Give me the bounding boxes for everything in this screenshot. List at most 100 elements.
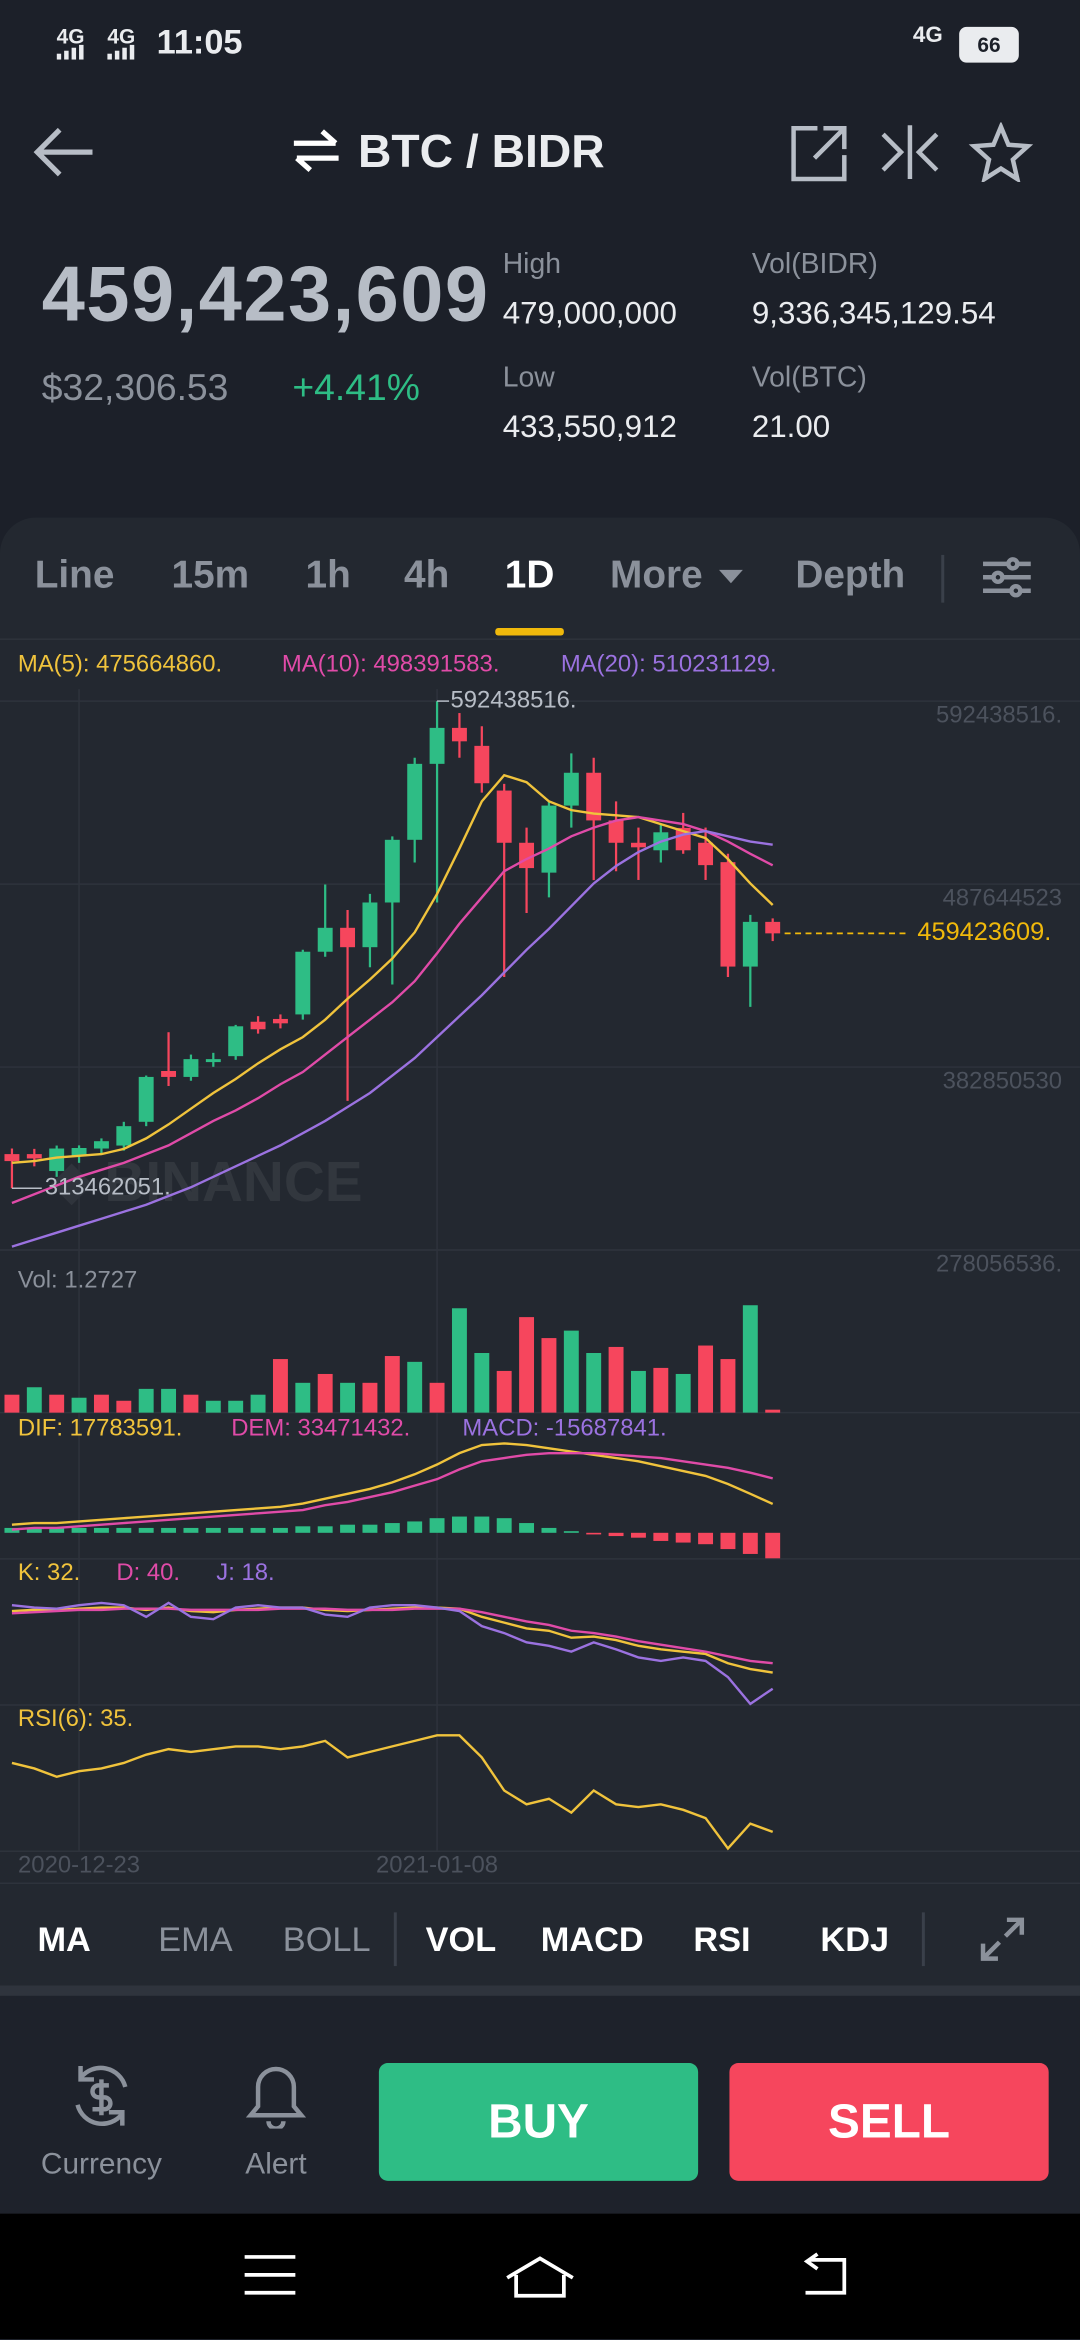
macd-bar [116, 1527, 132, 1533]
interval-tab[interactable]: 4h [403, 551, 450, 597]
indicator-tab[interactable]: RSI [693, 1919, 751, 1959]
macd-bar [250, 1527, 266, 1533]
chart-card [0, 517, 1080, 1995]
volume-bar [4, 1394, 20, 1413]
macd-bar [407, 1521, 423, 1533]
volume-bar [26, 1387, 42, 1413]
ma-line [11, 829, 773, 1248]
macd-bar [49, 1527, 65, 1533]
divider [0, 638, 1080, 640]
volume-bar [541, 1338, 557, 1413]
indicator-tab[interactable]: MACD [540, 1919, 644, 1959]
volume-bar [205, 1400, 221, 1413]
stat-label: Vol(BTC) [751, 362, 867, 394]
volume-bar [93, 1394, 109, 1413]
indicator-tab[interactable]: BOLL [282, 1919, 371, 1959]
volume-bar [250, 1394, 266, 1413]
volume-bar [675, 1373, 691, 1413]
candle-body [317, 927, 333, 952]
volume-bar [407, 1361, 423, 1413]
candle-body [563, 772, 579, 806]
candle-body [26, 1154, 42, 1159]
interval-tab[interactable]: More [610, 551, 703, 597]
legend-entry: MACD: -15687841. [462, 1414, 666, 1441]
interval-tab[interactable]: 1D [504, 551, 555, 597]
legend-entry: MA(5): 475664860. [18, 651, 222, 678]
currency-label[interactable]: Currency [40, 2148, 162, 2181]
legend-entry: DEM: 33471432. [231, 1414, 410, 1441]
candle-body [93, 1141, 109, 1149]
candle-body [4, 1154, 20, 1162]
max-label: 592438516. [450, 686, 576, 713]
volume-bar [765, 1409, 781, 1413]
candle-body [161, 1070, 177, 1077]
chart-settings[interactable] [980, 555, 1034, 600]
volume-bar [272, 1359, 288, 1413]
indicator-tab[interactable]: EMA [158, 1919, 233, 1959]
legend-entry: D: 40. [116, 1559, 180, 1586]
ma-line [11, 815, 774, 1205]
min-label: 313462051. [45, 1174, 171, 1201]
interval-tab[interactable]: Depth [795, 551, 906, 597]
indicator-tab[interactable]: KDJ [820, 1919, 890, 1959]
candle-body [541, 805, 557, 873]
signal: 4G [56, 23, 85, 48]
fullscreen-button[interactable] [979, 1915, 1027, 1963]
candle-body [250, 1021, 266, 1030]
volume-bar [384, 1356, 400, 1413]
stat-label: Vol(BIDR) [751, 249, 878, 281]
macd-bar [228, 1527, 244, 1533]
divider [941, 554, 945, 603]
nav-bar [0, 2213, 1080, 2339]
indicator-tab[interactable]: VOL [425, 1919, 497, 1959]
indicator-tab[interactable]: MA [37, 1919, 91, 1959]
alert-label[interactable]: Alert [245, 2148, 307, 2181]
stat-label: High [502, 249, 561, 281]
sell-button[interactable]: SELL [729, 2063, 1049, 2181]
back-button[interactable] [33, 125, 99, 179]
macd-bar [138, 1527, 154, 1533]
candle-body [496, 790, 512, 843]
candle-body [608, 820, 624, 843]
macd-bar [519, 1523, 535, 1533]
macd-bar [4, 1527, 20, 1533]
signal: 4G [107, 23, 136, 48]
divider [0, 1985, 1080, 1996]
candle-body [362, 902, 378, 948]
volume-bar [742, 1305, 758, 1413]
buy-button[interactable]: BUY [378, 2063, 699, 2181]
interval-tab[interactable]: Line [34, 551, 115, 597]
volume-bar [161, 1388, 177, 1413]
battery: 66 [959, 26, 1019, 63]
volume-bar [630, 1370, 646, 1413]
volume-bar [71, 1397, 87, 1413]
swap-icon[interactable] [289, 128, 343, 173]
candle-body [407, 763, 423, 840]
currency-icon[interactable] [69, 2063, 135, 2129]
interval-tab[interactable]: 1h [305, 551, 351, 597]
stat-value: 479,000,000 [502, 296, 677, 332]
macd-bar [71, 1527, 87, 1533]
divider [921, 1912, 925, 1967]
alert-icon[interactable] [243, 2063, 309, 2129]
macd-bar [272, 1527, 288, 1533]
volume-bar [451, 1308, 467, 1413]
interval-tab[interactable]: 15m [171, 551, 250, 597]
candle-body [272, 1018, 288, 1024]
divider [0, 1882, 1080, 1885]
macd-bar [384, 1523, 400, 1533]
volume-bar [698, 1345, 714, 1413]
nav-buttons[interactable] [239, 2245, 866, 2308]
volume-bar [295, 1382, 311, 1413]
legend-entry: MA(20): 510231129. [561, 651, 777, 678]
last-price: 459,423,609 [41, 252, 490, 339]
macd-bar [93, 1527, 109, 1533]
macd-bar [698, 1532, 714, 1545]
volume-bar [474, 1352, 490, 1413]
macd-bar [295, 1526, 311, 1533]
candle-body [49, 1148, 65, 1172]
pair-title[interactable]: BTC / BIDR [358, 125, 605, 178]
header-actions[interactable] [788, 122, 1042, 182]
